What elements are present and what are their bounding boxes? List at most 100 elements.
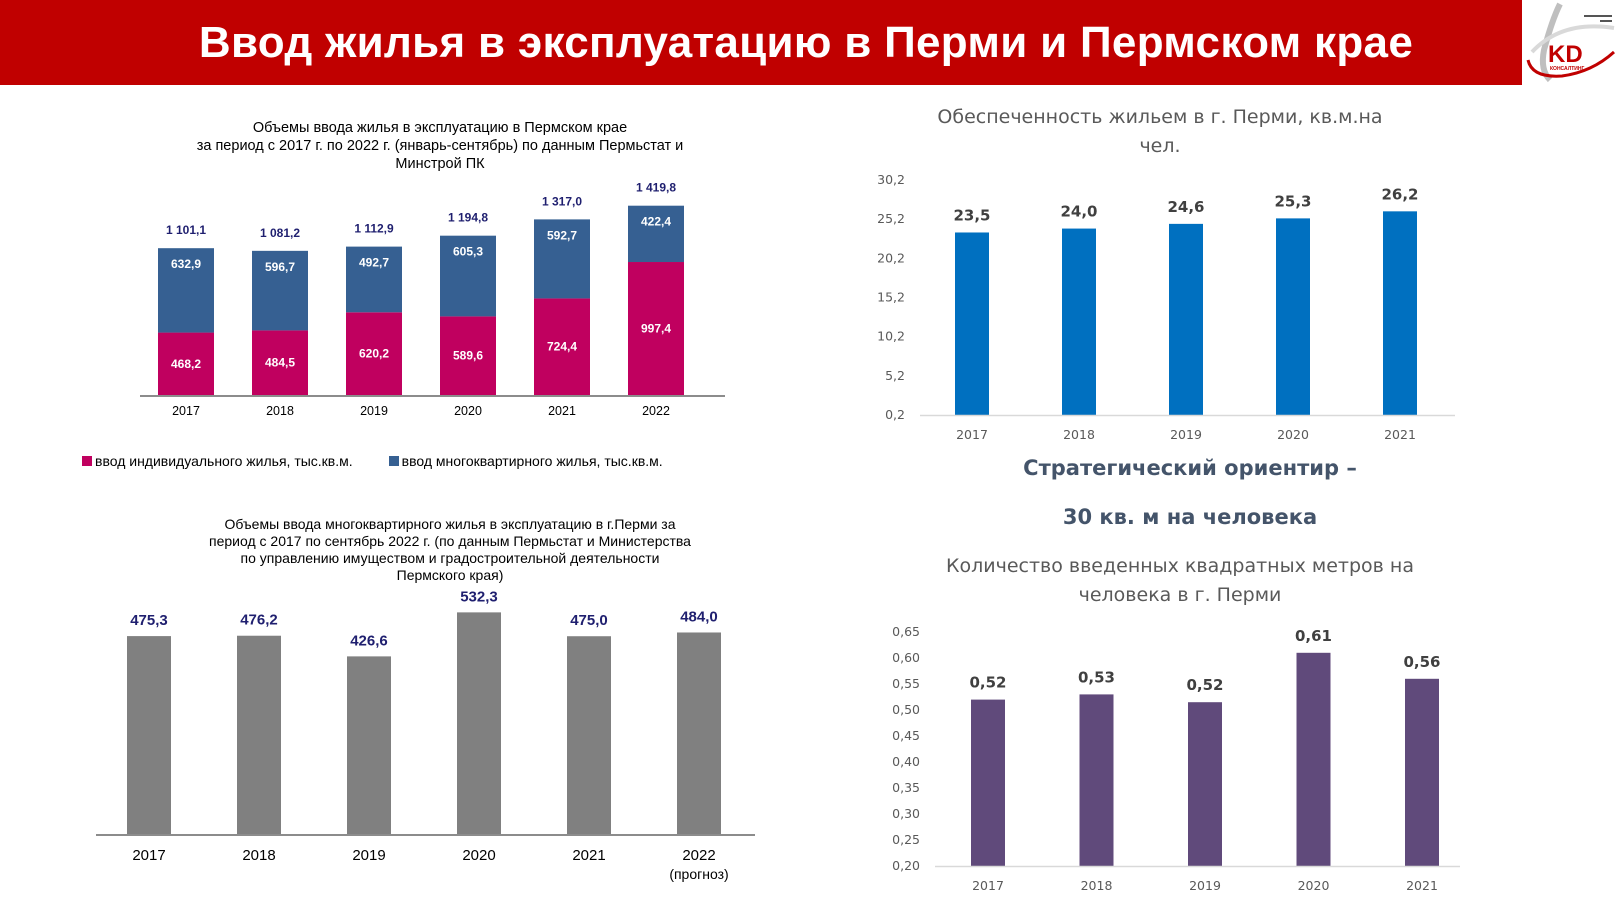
bar [971,699,1005,866]
y-tick-label: 0,55 [892,676,920,691]
data-label-total: 1 101,1 [166,223,206,237]
x-tick-label: 2019 [1170,427,1202,442]
x-tick-sublabel: (прогноз) [669,866,728,882]
y-tick-label: 15,2 [877,290,905,305]
bar-multi [440,235,496,317]
chart-legend-krai: ввод индивидуального жилья, тыс.кв.м. вв… [82,453,663,469]
bar-multi [252,250,308,331]
data-label-individual: 997,4 [641,322,671,336]
bar-individual [158,332,214,395]
chart-title-new-sqm: Количество введенных квадратных метров н… [900,552,1460,610]
data-label: 0,52 [1186,676,1223,694]
chart-title-line: период с 2017 по сентябрь 2022 г. (по да… [209,533,691,549]
data-label-individual: 484,5 [265,356,295,370]
data-label-total: 1 112,9 [354,222,394,236]
chart-title-line: за период с 2017 г. по 2022 г. (январь-с… [196,138,684,154]
chart-title-krai: Объемы ввода жилья в эксплуатацию в Перм… [130,119,750,173]
data-label-total: 1 081,2 [260,226,300,240]
x-tick-label: 2017 [972,878,1004,893]
y-tick-label: 30,2 [877,172,905,187]
data-label-total: 1 317,0 [542,194,582,208]
x-tick-label: 2021 [1384,427,1416,442]
x-tick-label: 2019 [360,404,388,418]
chart-per-capita: 0,2 5,2 10,2 15,2 20,2 25,2 30,2 23,5 2017 24,0 20… [877,172,1455,442]
data-label-individual: 620,2 [359,347,389,361]
y-tick-label: 20,2 [877,250,905,265]
chart-title-line: Количество введенных квадратных метров н… [946,555,1414,577]
data-label: 0,52 [969,674,1006,692]
data-label-multi: 492,7 [359,256,389,270]
data-label: 24,6 [1167,198,1204,216]
chart-title-line: Минстрой ПК [395,156,485,172]
bar-individual [628,262,684,395]
data-label-total: 1 419,8 [636,181,676,195]
data-label: 24,0 [1060,203,1097,221]
y-tick-label: 0,50 [892,702,920,717]
y-tick-label: 25,2 [877,211,905,226]
x-tick-label: 2022 [682,847,715,864]
y-tick-label: 0,35 [892,780,920,795]
chart-title-line: Объемы ввода многоквартирного жилья в эк… [224,516,676,532]
chart-title-line: Пермского края) [396,567,504,583]
data-label-individual: 589,6 [453,349,483,363]
x-tick-label: 2019 [352,847,385,864]
chart-title-line: чел. [1139,135,1181,157]
data-label: 26,2 [1381,185,1418,203]
data-label-multi: 596,7 [265,260,295,274]
bar [1169,223,1203,415]
bar-individual [440,316,496,395]
bar [1062,228,1096,415]
strategic-target-line2: 30 кв. м на человека [1062,505,1318,529]
x-tick-label: 2021 [1406,878,1438,893]
legend-label: ввод индивидуального жилья, тыс.кв.м. [95,453,353,469]
y-tick-label: 0,60 [892,650,920,665]
y-tick-label: 0,2 [885,407,905,422]
y-tick-label: 0,30 [892,806,920,821]
x-tick-label: 2018 [242,847,275,864]
legend-item-multi: ввод многоквартирного жилья, тыс.кв.м. [388,453,663,469]
data-label: 426,6 [350,632,388,649]
bar-individual [534,298,590,395]
legend-swatch-multi [388,456,399,466]
bar-multi [158,248,214,333]
bar [1079,694,1114,866]
legend-label: ввод многоквартирного жилья, тыс.кв.м. [401,453,663,469]
chart-krai-stacked: 468,2 632,9 1 101,1 2017 484,5 596,7 1 081,2 20… [140,181,725,418]
x-tick-label: 2017 [132,847,165,864]
x-tick-label: 2017 [172,404,200,418]
bar [1188,702,1222,866]
data-label-individual: 724,4 [547,340,577,354]
y-tick-label: 0,40 [892,754,920,769]
y-tick-label: 5,2 [885,368,905,383]
chart-title-line: Обеспеченность жильем в г. Перми, кв.м.н… [937,106,1383,128]
bar [127,636,171,834]
data-label: 476,2 [240,612,278,629]
data-label-multi: 632,9 [171,257,201,271]
data-label-multi: 592,7 [547,228,577,242]
data-label-multi: 422,4 [641,215,671,229]
x-tick-label: 2022 [642,404,670,418]
x-tick-label: 2020 [454,404,482,418]
bar [1405,678,1439,866]
x-tick-label: 2020 [1298,878,1330,893]
chart-city-multi: 475,3 2017 476,2 2018 426,6 2019 532,3 2020 475,… [96,588,755,882]
bar-individual [252,330,308,395]
data-label: 484,0 [680,608,718,625]
chart-title-per-capita: Обеспеченность жильем в г. Перми, кв.м.н… [900,103,1420,161]
kd-consulting-logo-icon: KD КОНСАЛТИНГ [1522,0,1619,85]
chart-title-line: по управлению имуществом и градостроител… [240,550,660,566]
data-label-multi: 605,3 [453,245,483,259]
x-tick-label: 2018 [1081,878,1113,893]
data-label: 25,3 [1274,192,1311,210]
x-tick-label: 2018 [266,404,294,418]
legend-item-individual: ввод индивидуального жилья, тыс.кв.м. [82,453,353,469]
bar [955,232,989,415]
bar-multi [534,219,590,299]
bar [567,636,611,834]
x-tick-label: 2021 [548,404,576,418]
data-label: 475,3 [130,612,168,629]
data-label: 475,0 [570,612,608,629]
y-tick-label: 10,2 [877,329,905,344]
bar [457,612,501,834]
data-label: 532,3 [460,588,498,605]
